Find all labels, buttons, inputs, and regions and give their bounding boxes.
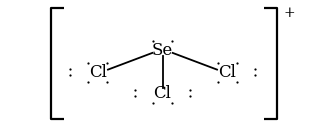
Text: Cl: Cl [218,64,236,81]
Text: Cl: Cl [153,85,172,102]
Text: Cl: Cl [89,64,107,81]
Text: Se: Se [152,42,173,59]
Text: +: + [284,6,295,20]
